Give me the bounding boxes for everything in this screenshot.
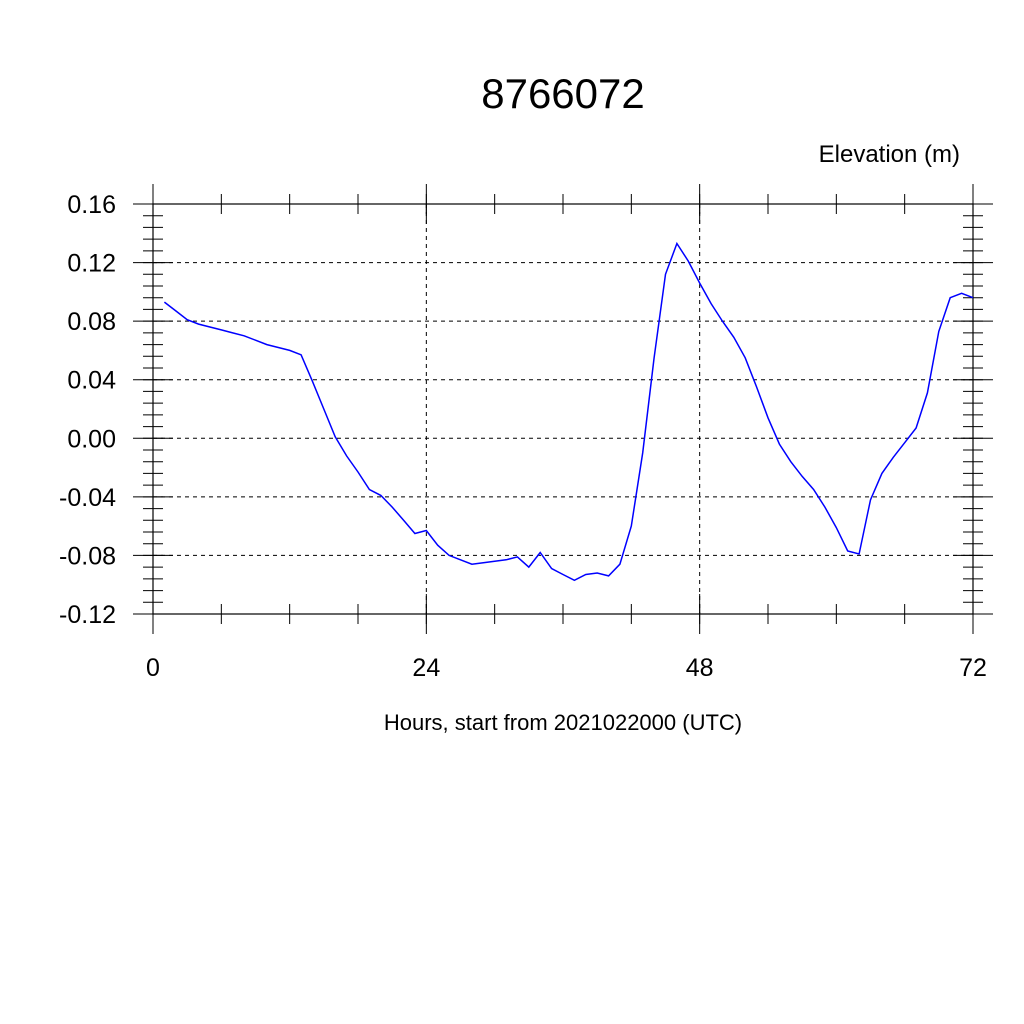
series-line (163, 241, 974, 582)
y-tick-label: 0.12 (67, 250, 116, 278)
y-tick-label: 0.08 (67, 308, 116, 336)
y-tick-label: -0.08 (59, 542, 116, 570)
x-tick-labels: 0 24 48 72 (146, 654, 987, 682)
x-tick-label: 72 (959, 654, 987, 682)
y-tick-label: 0.04 (67, 367, 116, 395)
y-axis-unit-label: Elevation (m) (819, 141, 960, 168)
x-tick-label: 0 (146, 654, 160, 682)
y-tick-labels: -0.12 -0.08 -0.04 0.00 0.04 0.08 0.12 0.16 (59, 191, 116, 629)
chart-title: 8766072 (481, 70, 645, 117)
x-tick-label: 48 (686, 654, 714, 682)
x-tick-label: 24 (412, 654, 440, 682)
y-tick-label: 0.16 (67, 191, 116, 219)
axis-ticks (133, 184, 993, 634)
y-tick-label: -0.12 (59, 601, 116, 629)
grid-lines (153, 203, 973, 614)
y-tick-label: -0.04 (59, 484, 116, 512)
y-tick-label: 0.00 (67, 425, 116, 453)
x-axis-label: Hours, start from 2021022000 (UTC) (384, 710, 742, 735)
plot-frame (152, 203, 974, 615)
series-layer (163, 241, 974, 582)
